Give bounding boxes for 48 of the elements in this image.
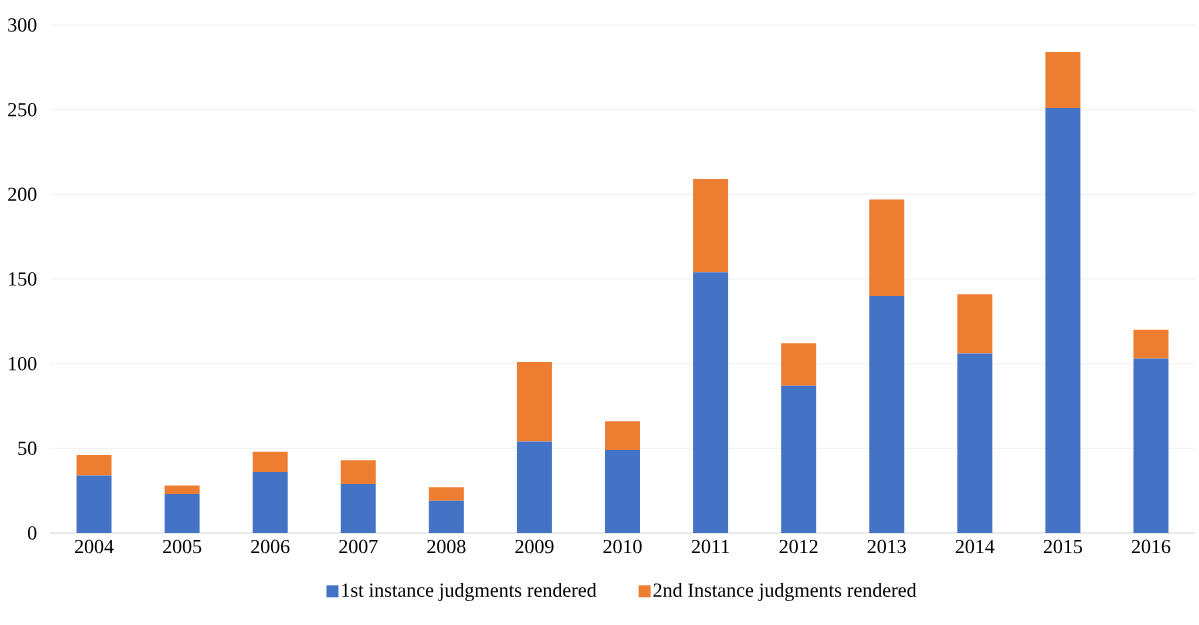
bar bbox=[164, 494, 200, 533]
y-tick-label: 50 bbox=[18, 441, 37, 456]
bar bbox=[957, 294, 993, 354]
bar bbox=[76, 475, 112, 533]
x-tick-label: 2006 bbox=[251, 539, 290, 554]
bar bbox=[605, 421, 640, 451]
bar bbox=[957, 353, 993, 533]
x-tick-label: 2005 bbox=[163, 539, 202, 554]
bar bbox=[1133, 358, 1169, 533]
bar bbox=[1045, 107, 1081, 533]
x-tick-label: 2012 bbox=[779, 539, 818, 554]
bar bbox=[428, 487, 464, 501]
bar bbox=[1045, 52, 1081, 108]
x-tick-label: 2013 bbox=[867, 539, 906, 554]
bar bbox=[340, 483, 376, 533]
legend-label: 2nd Instance judgments rendered bbox=[653, 582, 917, 602]
bar bbox=[869, 199, 905, 296]
x-tick-label: 2014 bbox=[955, 539, 995, 554]
y-tick-label: 100 bbox=[9, 356, 37, 371]
bar bbox=[340, 460, 376, 484]
y-tick-label: 200 bbox=[8, 187, 37, 202]
x-tick-label: 2009 bbox=[515, 539, 554, 554]
x-tick-label: 2008 bbox=[427, 539, 466, 554]
bar bbox=[1133, 329, 1169, 359]
y-tick-label: 300 bbox=[8, 18, 37, 32]
legend-label: 1st instance judgments rendered bbox=[342, 582, 597, 602]
bar bbox=[516, 441, 552, 533]
x-tick-label: 2004 bbox=[74, 539, 114, 554]
y-tick-label: 250 bbox=[8, 102, 37, 117]
bar bbox=[76, 455, 112, 476]
x-tick-label: 2016 bbox=[1131, 539, 1171, 554]
bar bbox=[516, 361, 552, 442]
x-tick-label: 2011 bbox=[691, 539, 729, 554]
bar bbox=[252, 451, 288, 473]
y-tick-label: 150 bbox=[9, 272, 37, 286]
bar bbox=[781, 343, 817, 386]
bar bbox=[252, 472, 288, 533]
bar bbox=[605, 450, 640, 533]
bar bbox=[781, 385, 817, 533]
x-tick-label: 2015 bbox=[1043, 539, 1083, 554]
bar bbox=[428, 500, 464, 533]
bar bbox=[869, 295, 905, 533]
bar bbox=[693, 179, 729, 273]
y-tick-label: 0 bbox=[27, 526, 37, 540]
bar bbox=[164, 485, 200, 495]
x-tick-label: 2007 bbox=[339, 539, 378, 554]
bar bbox=[693, 272, 729, 533]
x-tick-label: 2010 bbox=[603, 539, 642, 554]
